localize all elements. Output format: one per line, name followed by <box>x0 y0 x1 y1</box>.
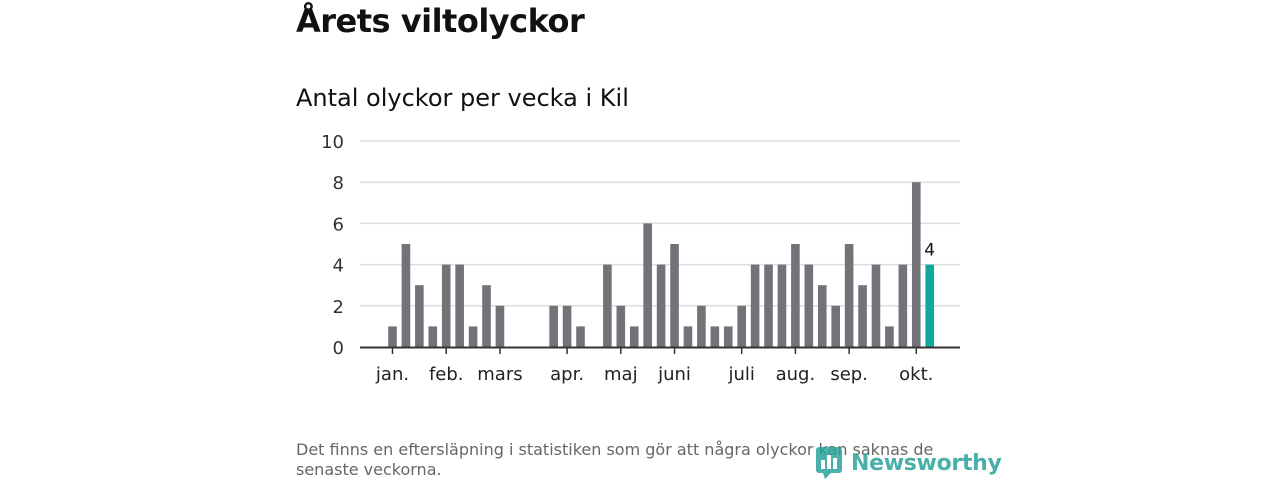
bar <box>750 264 760 347</box>
y-tick-label: 4 <box>333 256 344 277</box>
bar <box>710 326 720 347</box>
y-tick-label: 6 <box>333 214 344 235</box>
bar <box>482 285 491 347</box>
bar <box>858 285 867 347</box>
bar <box>455 264 464 347</box>
highlighted-bar <box>925 264 934 347</box>
x-tick-label: sep. <box>830 364 868 385</box>
x-tick-label: apr. <box>550 364 584 385</box>
y-tick-label: 2 <box>333 297 344 318</box>
bar <box>616 305 626 347</box>
footnote: Det finns en eftersläpning i statistiken… <box>296 440 934 479</box>
bar <box>603 264 612 347</box>
bars <box>388 182 934 347</box>
bar <box>898 264 908 347</box>
x-tick-label: juni <box>657 364 691 385</box>
y-tick-label: 8 <box>333 173 344 194</box>
y-tick-label: 10 <box>321 132 344 153</box>
bar <box>764 264 773 347</box>
y-tick-label: 0 <box>333 338 344 359</box>
x-tick-label: maj <box>604 364 638 385</box>
bar <box>697 305 706 347</box>
brand-name: Newsworthy <box>851 450 1002 476</box>
bar <box>495 305 505 347</box>
bar <box>549 305 558 347</box>
bar <box>428 326 438 347</box>
bar <box>415 285 424 347</box>
bar <box>643 223 652 347</box>
bar <box>468 326 478 347</box>
highlight-value-label: 4 <box>924 241 935 261</box>
bar <box>629 326 639 347</box>
newsworthy-chart-logo-icon <box>816 447 842 479</box>
bar <box>737 305 746 347</box>
bar <box>683 326 693 347</box>
bar <box>804 264 814 347</box>
x-tick-label: aug. <box>776 364 816 385</box>
x-tick-label: feb. <box>429 364 464 385</box>
bar <box>911 182 921 347</box>
bar <box>401 244 411 347</box>
page-title: Årets viltolyckor <box>296 2 585 40</box>
bar <box>817 285 827 347</box>
bar <box>871 264 881 347</box>
bar <box>562 305 572 347</box>
y-axis-ticks: 0 2 4 6 8 10 <box>321 132 344 359</box>
brand-logo: Newsworthy <box>815 446 1002 480</box>
x-tick-label: okt. <box>899 364 933 385</box>
bar <box>831 305 840 347</box>
bar <box>670 244 679 347</box>
bar <box>723 326 733 347</box>
x-tick-label: jan. <box>375 364 409 385</box>
bar <box>777 264 787 347</box>
chart-title: Antal olyckor per vecka i Kil <box>296 84 629 112</box>
bar <box>656 264 666 347</box>
x-tick-label: mars <box>477 364 522 385</box>
bar <box>844 244 854 347</box>
bar <box>885 326 894 347</box>
bar <box>388 326 397 347</box>
bar <box>441 264 451 347</box>
x-axis-ticks: jan. feb. mars apr. maj juni juli aug. sep. okt. <box>375 348 933 385</box>
bar <box>576 326 585 347</box>
x-tick-label: juli <box>727 364 754 385</box>
bar <box>791 244 800 347</box>
